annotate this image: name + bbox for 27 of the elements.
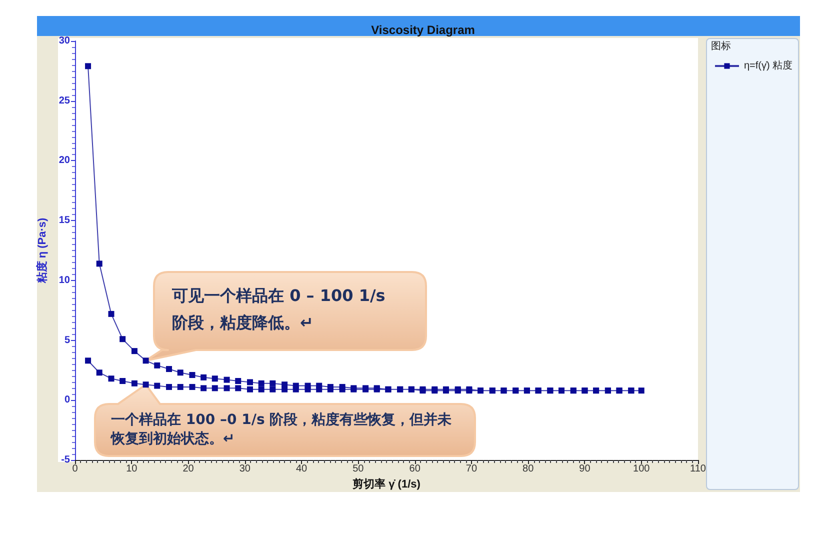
y-tick-label: 20 (58, 155, 70, 166)
legend-title: 图标 (711, 41, 731, 53)
y-tick-label: 5 (64, 334, 70, 346)
x-tick-label: 20 (182, 464, 194, 474)
y-tick-label: -5 (61, 454, 70, 466)
x-tick-label: 40 (296, 464, 308, 474)
x-tick-label: 80 (522, 464, 534, 474)
x-axis-title: 剪切率 γ̇ (1/s) (352, 477, 421, 490)
y-tick-label: 0 (64, 394, 70, 406)
annotation: 可见一个样品在 0 – 100 1/s 阶段，粘度降低。↵ (172, 286, 386, 332)
x-tick-label: 0 (72, 464, 78, 474)
x-tick-label: 100 (633, 464, 650, 474)
annotation: 一个样品在 100 –0 1/s 阶段，粘度有些恢复，但并未恢复到初始状态。↵ (111, 412, 452, 447)
legend-label: η=f(γ̇) 粘度 (744, 60, 793, 72)
y-tick-label: 15 (58, 215, 70, 226)
y-tick-label: 25 (58, 95, 70, 106)
x-tick-label: 60 (409, 464, 421, 474)
x-tick-label: 90 (579, 464, 591, 474)
x-tick-label: 110 (690, 464, 706, 474)
x-tick-label: 50 (352, 464, 364, 474)
x-tick-label: 70 (466, 464, 478, 474)
y-tick-label: 10 (58, 274, 70, 286)
y-axis-title: 粘度 η (Pa·s) (35, 217, 48, 284)
y-tick-label: 30 (58, 36, 70, 46)
x-tick-label: 30 (239, 464, 251, 474)
chart-title: Viscosity Diagram (371, 23, 475, 37)
x-tick-label: 10 (126, 464, 138, 474)
